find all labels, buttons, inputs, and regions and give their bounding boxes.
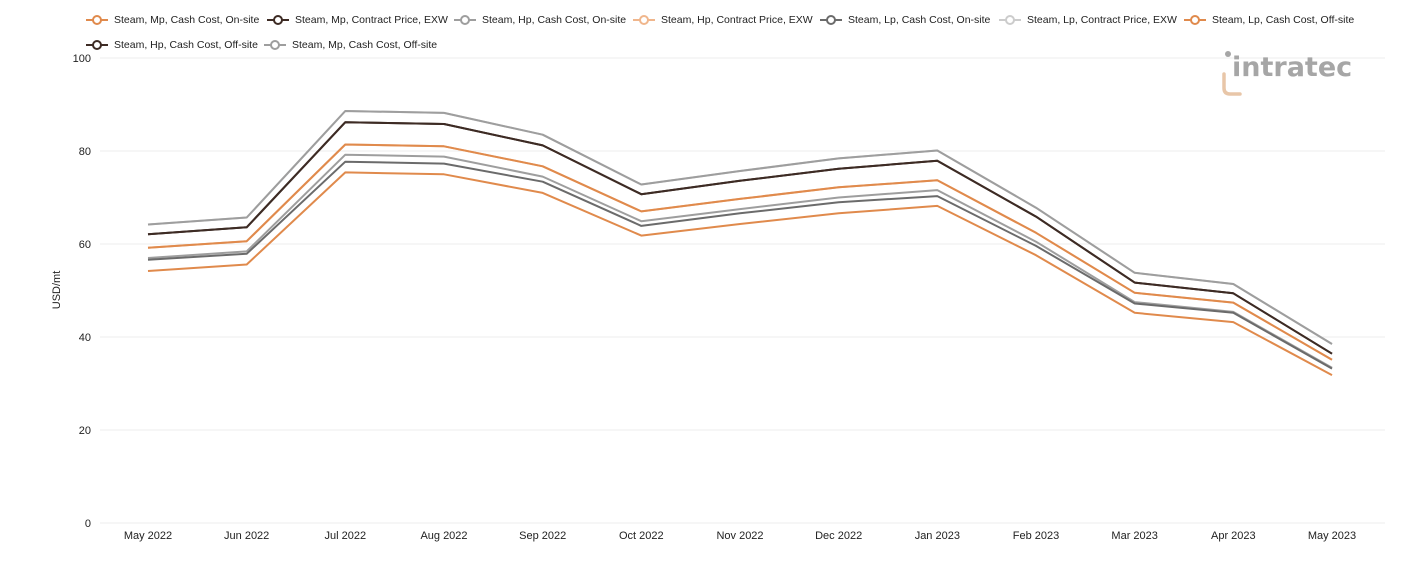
x-tick-label: Jul 2022 [325,530,367,542]
series-line [147,171,1333,376]
x-tick-label: Jun 2022 [224,530,269,542]
series-line [147,143,1333,361]
series-lines [147,110,1333,376]
legend-swatch [86,40,108,50]
legend-label: Steam, Lp, Cash Cost, Off-site [1212,14,1355,26]
x-tick-label: Aug 2022 [420,530,467,542]
legend-label: Steam, Lp, Contract Price, EXW [1027,14,1177,26]
legend-label: Steam, Hp, Cash Cost, On-site [482,14,627,26]
legend-label: Steam, Mp, Cash Cost, On-site [114,14,260,26]
series-line [147,110,1333,345]
x-tick-label: May 2023 [1308,530,1356,542]
y-tick-label: 20 [79,425,91,437]
series-line [147,121,1333,355]
x-tick-label: Apr 2023 [1211,530,1256,542]
y-tick-label: 40 [79,332,91,344]
series-line [147,143,1333,361]
legend-item[interactable]: Steam, Mp, Cash Cost, Off-site [264,39,437,51]
y-tick-label: 60 [79,239,91,251]
legend-item[interactable]: Steam, Mp, Cash Cost, On-site [86,14,259,26]
intratec-logo: intratec [1222,51,1352,96]
y-tick-label: 80 [79,146,91,158]
legend-label: Steam, Mp, Contract Price, EXW [295,14,448,26]
y-axis: 0 20 40 60 80 100 [73,53,91,530]
legend-label: Steam, Lp, Cash Cost, On-site [848,14,991,26]
legend-swatch [264,40,286,50]
legend-item[interactable]: Steam, Lp, Cash Cost, Off-site [1184,14,1354,26]
x-tick-label: Feb 2023 [1013,530,1059,542]
legend-swatch [999,15,1021,25]
series-line [147,160,1333,370]
x-tick-label: Nov 2022 [716,530,763,542]
legend-item[interactable]: Steam, Hp, Contract Price, EXW [633,14,813,26]
grid-lines [100,57,1385,524]
x-tick-label: May 2022 [124,530,172,542]
x-tick-label: Jan 2023 [915,530,960,542]
legend-item[interactable]: Steam, Hp, Cash Cost, On-site [454,14,626,26]
series-line [147,110,1333,345]
legend-item[interactable]: Steam, Lp, Contract Price, EXW [999,14,1177,26]
legend-item[interactable]: Steam, Lp, Cash Cost, On-site [820,14,990,26]
logo-text: intratec [1232,52,1352,83]
x-tick-label: Dec 2022 [815,530,862,542]
legend-label: Steam, Mp, Cash Cost, Off-site [292,39,438,51]
y-tick-label: 100 [73,53,91,65]
legend-swatch [86,15,108,25]
y-axis-label: USD/mt [51,271,63,310]
x-axis: May 2022 Jun 2022 Jul 2022 Aug 2022 Sep 2022… [124,530,1356,542]
legend-item[interactable]: Steam, Mp, Contract Price, EXW [267,14,448,26]
series-line [147,121,1333,355]
legend-swatch [1184,15,1206,25]
x-tick-label: Sep 2022 [519,530,566,542]
legend-label: Steam, Hp, Contract Price, EXW [661,14,813,26]
x-tick-label: Oct 2022 [619,530,664,542]
legend-item[interactable]: Steam, Hp, Cash Cost, Off-site [86,39,258,51]
x-tick-label: Mar 2023 [1111,530,1157,542]
series-line [147,153,1333,369]
legend-swatch [267,15,289,25]
y-tick-label: 0 [85,518,91,530]
legend-swatch [454,15,476,25]
legend-label: Steam, Hp, Cash Cost, Off-site [114,39,258,51]
legend-swatch [820,15,842,25]
legend-swatch [633,15,655,25]
